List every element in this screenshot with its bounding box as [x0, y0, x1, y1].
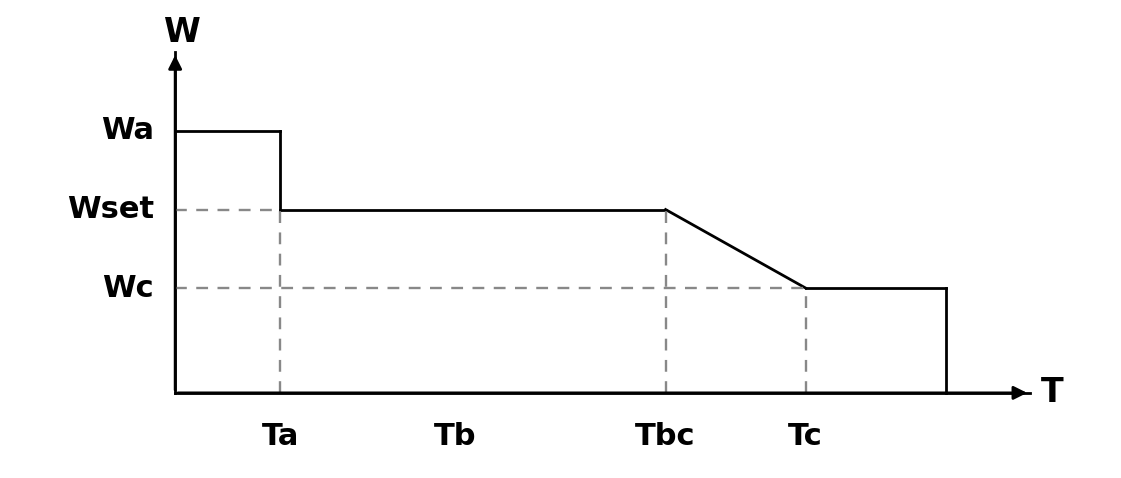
- Text: Wset: Wset: [67, 195, 154, 224]
- Text: Tbc: Tbc: [636, 423, 696, 451]
- Text: W: W: [164, 16, 201, 49]
- Text: Wa: Wa: [101, 117, 154, 145]
- Text: T: T: [1040, 376, 1063, 409]
- Text: Wc: Wc: [102, 273, 154, 303]
- Text: Tb: Tb: [434, 423, 476, 451]
- Text: Ta: Ta: [261, 423, 299, 451]
- Text: Tc: Tc: [788, 423, 823, 451]
